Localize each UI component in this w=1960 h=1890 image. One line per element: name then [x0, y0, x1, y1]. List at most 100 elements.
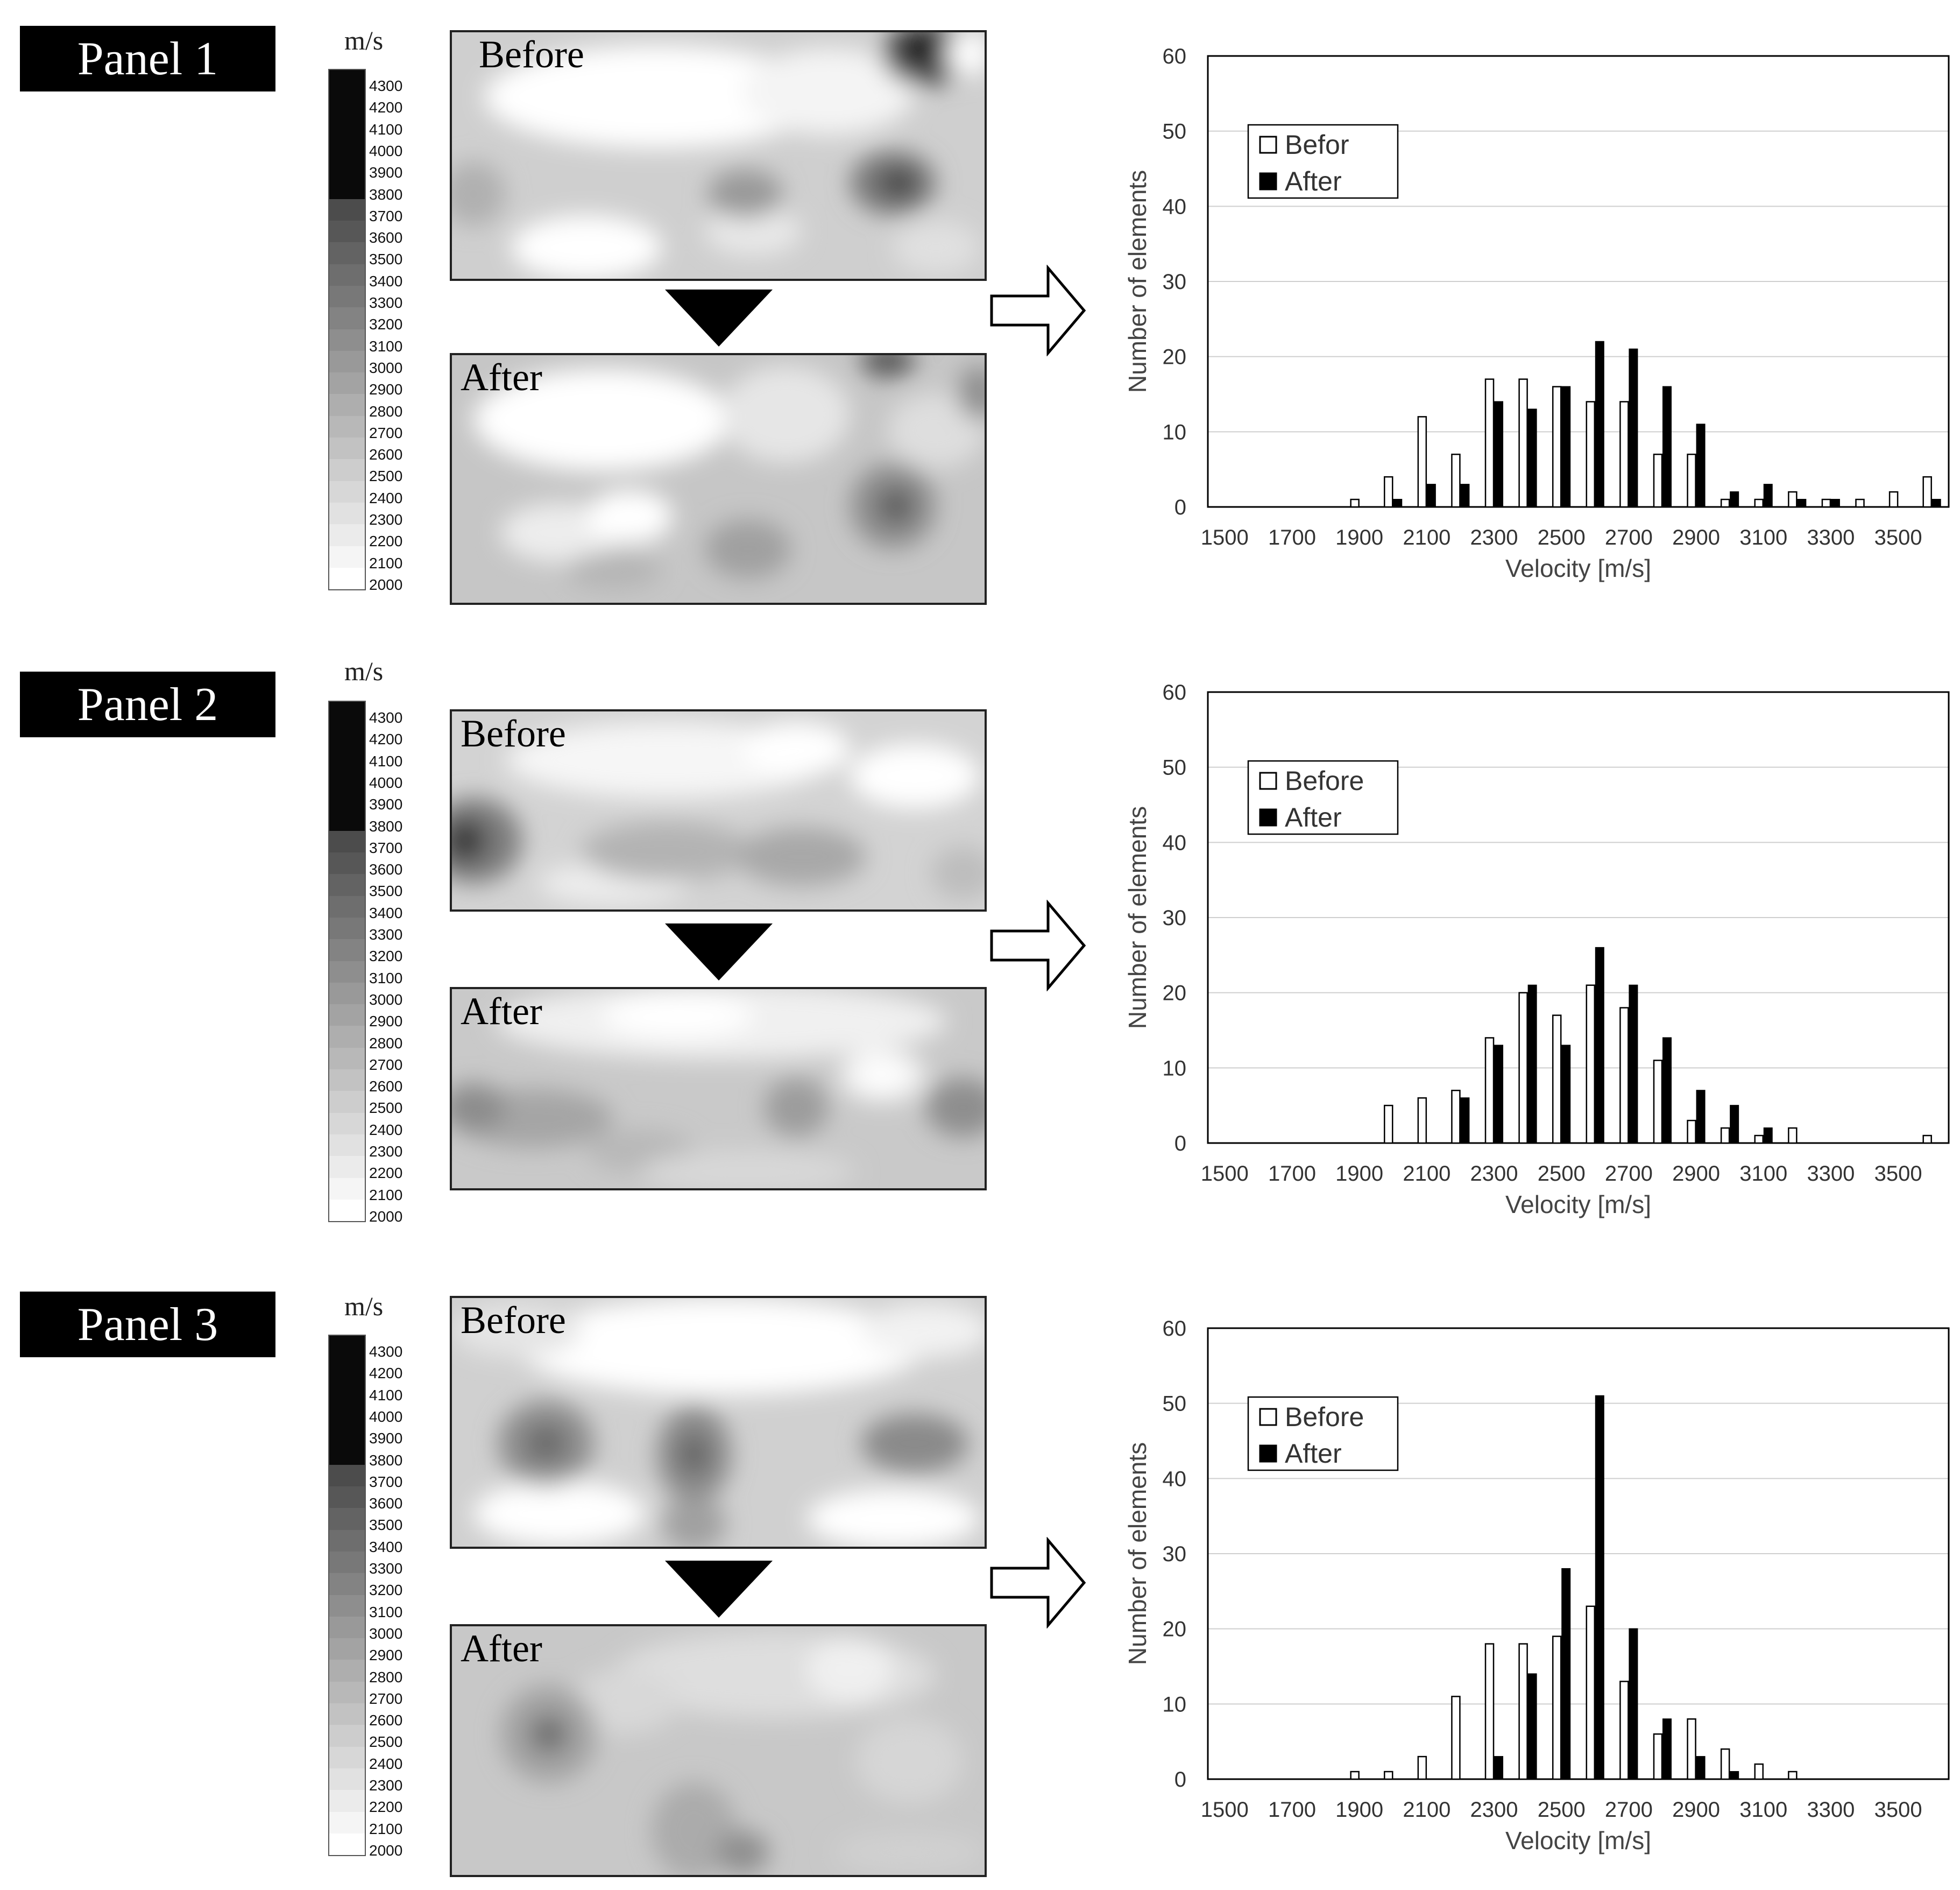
bar-before: [1619, 1007, 1629, 1144]
colorbar-segment: [328, 1421, 366, 1443]
bar-before: [1788, 1771, 1798, 1780]
bar-after: [1460, 1097, 1470, 1144]
colorbar-tick-label: 2600: [369, 446, 403, 463]
bar-before: [1417, 1097, 1427, 1144]
colorbar-tick-label: 2000: [369, 576, 403, 593]
y-tick-label: 50: [1163, 756, 1187, 780]
colorbar-tick-label: 3600: [369, 1495, 403, 1512]
colorbar-tick-label: 3500: [369, 1517, 403, 1534]
before-velocity-map: Before: [450, 1296, 987, 1549]
colorbar-tick-label: 3100: [369, 1603, 403, 1620]
x-tick-label: 2300: [1470, 526, 1518, 549]
colorbar-tick-label: 2100: [369, 1820, 403, 1837]
colorbar-tick-label: 2200: [369, 533, 403, 550]
colorbar-segment: [328, 1069, 366, 1091]
colorbar-segment: [328, 939, 366, 961]
colorbar-segment: [328, 1529, 366, 1552]
x-tick-label: 1500: [1201, 526, 1249, 549]
colorbar-segment: [328, 524, 366, 546]
bar-after: [1595, 947, 1604, 1144]
y-axis-label: Number of elements: [1123, 1442, 1151, 1665]
bar-after: [1797, 499, 1807, 507]
x-tick-label: 1700: [1268, 1798, 1316, 1822]
colorbar-tick-label: 2600: [369, 1078, 403, 1095]
colorbar-segment: [328, 394, 366, 416]
colorbar-unit: m/s: [344, 25, 384, 55]
after-label: After: [461, 990, 542, 1033]
bar-before: [1552, 386, 1562, 508]
colorbar-segment: [328, 1768, 366, 1790]
colorbar-segment: [328, 481, 366, 503]
colorbar-tick-label: 4200: [369, 1365, 403, 1382]
colorbar-segment: [328, 874, 366, 896]
colorbar-segment: [328, 133, 366, 156]
colorbar-segment: [328, 307, 366, 329]
y-tick-label: 40: [1163, 831, 1187, 855]
colorbar-segment: [328, 1725, 366, 1747]
x-tick-label: 1500: [1201, 1162, 1249, 1186]
bar-before: [1384, 1104, 1393, 1144]
legend-label-before: Befor: [1285, 130, 1349, 160]
y-tick-label: 60: [1163, 681, 1187, 704]
colorbar-segment: [328, 787, 366, 809]
bar-before: [1888, 491, 1899, 508]
colorbar-tick-label: 3400: [369, 904, 403, 921]
y-tick-label: 20: [1163, 1618, 1187, 1641]
colorbar-tick-label: 3000: [369, 1625, 403, 1642]
right-arrow-icon: [990, 900, 1086, 991]
bar-before: [1384, 476, 1393, 508]
x-tick-label: 2300: [1470, 1798, 1518, 1822]
colorbar: [328, 69, 366, 591]
colorbar-tick-label: 2700: [369, 424, 403, 441]
bar-before: [1484, 1037, 1495, 1144]
down-arrow-icon: [665, 1561, 773, 1618]
x-tick-label: 2900: [1672, 526, 1720, 549]
colorbar-unit: m/s: [344, 1291, 384, 1321]
colorbar-tick-label: 2000: [369, 1208, 403, 1225]
colorbar-tick-label: 4200: [369, 99, 403, 116]
bar-before: [1720, 498, 1730, 508]
bar-before: [1586, 984, 1596, 1144]
y-tick-label: 30: [1163, 1542, 1187, 1566]
panel-label: Panel 1: [20, 26, 275, 91]
colorbar-segment: [328, 1134, 366, 1156]
y-tick-label: 40: [1163, 1467, 1187, 1491]
colorbar-tick-label: 4100: [369, 1386, 403, 1404]
colorbar-segment: [328, 546, 366, 568]
colorbar-tick-label: 3700: [369, 839, 403, 856]
bar-before: [1687, 453, 1696, 508]
bar-after: [1595, 341, 1604, 507]
colorbar-segment: [328, 199, 366, 221]
bar-after: [1830, 499, 1840, 507]
bar-before: [1451, 1696, 1461, 1780]
bar-after: [1763, 1127, 1773, 1144]
bar-before: [1653, 453, 1663, 508]
colorbar-segment: [328, 1703, 366, 1725]
colorbar-segment: [328, 1047, 366, 1070]
legend-label-before: Before: [1285, 766, 1364, 796]
bar-after: [1527, 408, 1537, 508]
colorbar-tick-label: 2700: [369, 1056, 403, 1073]
bar-after: [1696, 1090, 1706, 1144]
colorbar-segment: [328, 415, 366, 438]
colorbar-segment: [328, 1790, 366, 1812]
x-tick-label: 3500: [1874, 1798, 1922, 1822]
colorbar-segment: [328, 1551, 366, 1574]
after-velocity-map: After: [450, 987, 987, 1190]
colorbar-tick-label: 3700: [369, 207, 403, 224]
bar-after: [1629, 348, 1638, 507]
bar-after: [1527, 1673, 1537, 1780]
after-contour-image: [452, 355, 985, 603]
colorbar-tick-label: 2500: [369, 468, 403, 485]
colorbar-segment: [328, 809, 366, 831]
colorbar-tick-label: 3900: [369, 796, 403, 813]
colorbar-tick-label: 3200: [369, 1582, 403, 1599]
colorbar-segment: [328, 1335, 366, 1357]
colorbar-segment: [328, 1833, 366, 1857]
before-contour-image: [452, 711, 985, 909]
colorbar-tick-label: 2800: [369, 403, 403, 420]
colorbar-segment: [328, 1508, 366, 1530]
bar-after: [1393, 499, 1403, 507]
bar-before: [1350, 1771, 1360, 1780]
panel-2: Panel 2 m/s 4300 4200 4100 4000 3900 3800 3700…: [0, 631, 1960, 1255]
